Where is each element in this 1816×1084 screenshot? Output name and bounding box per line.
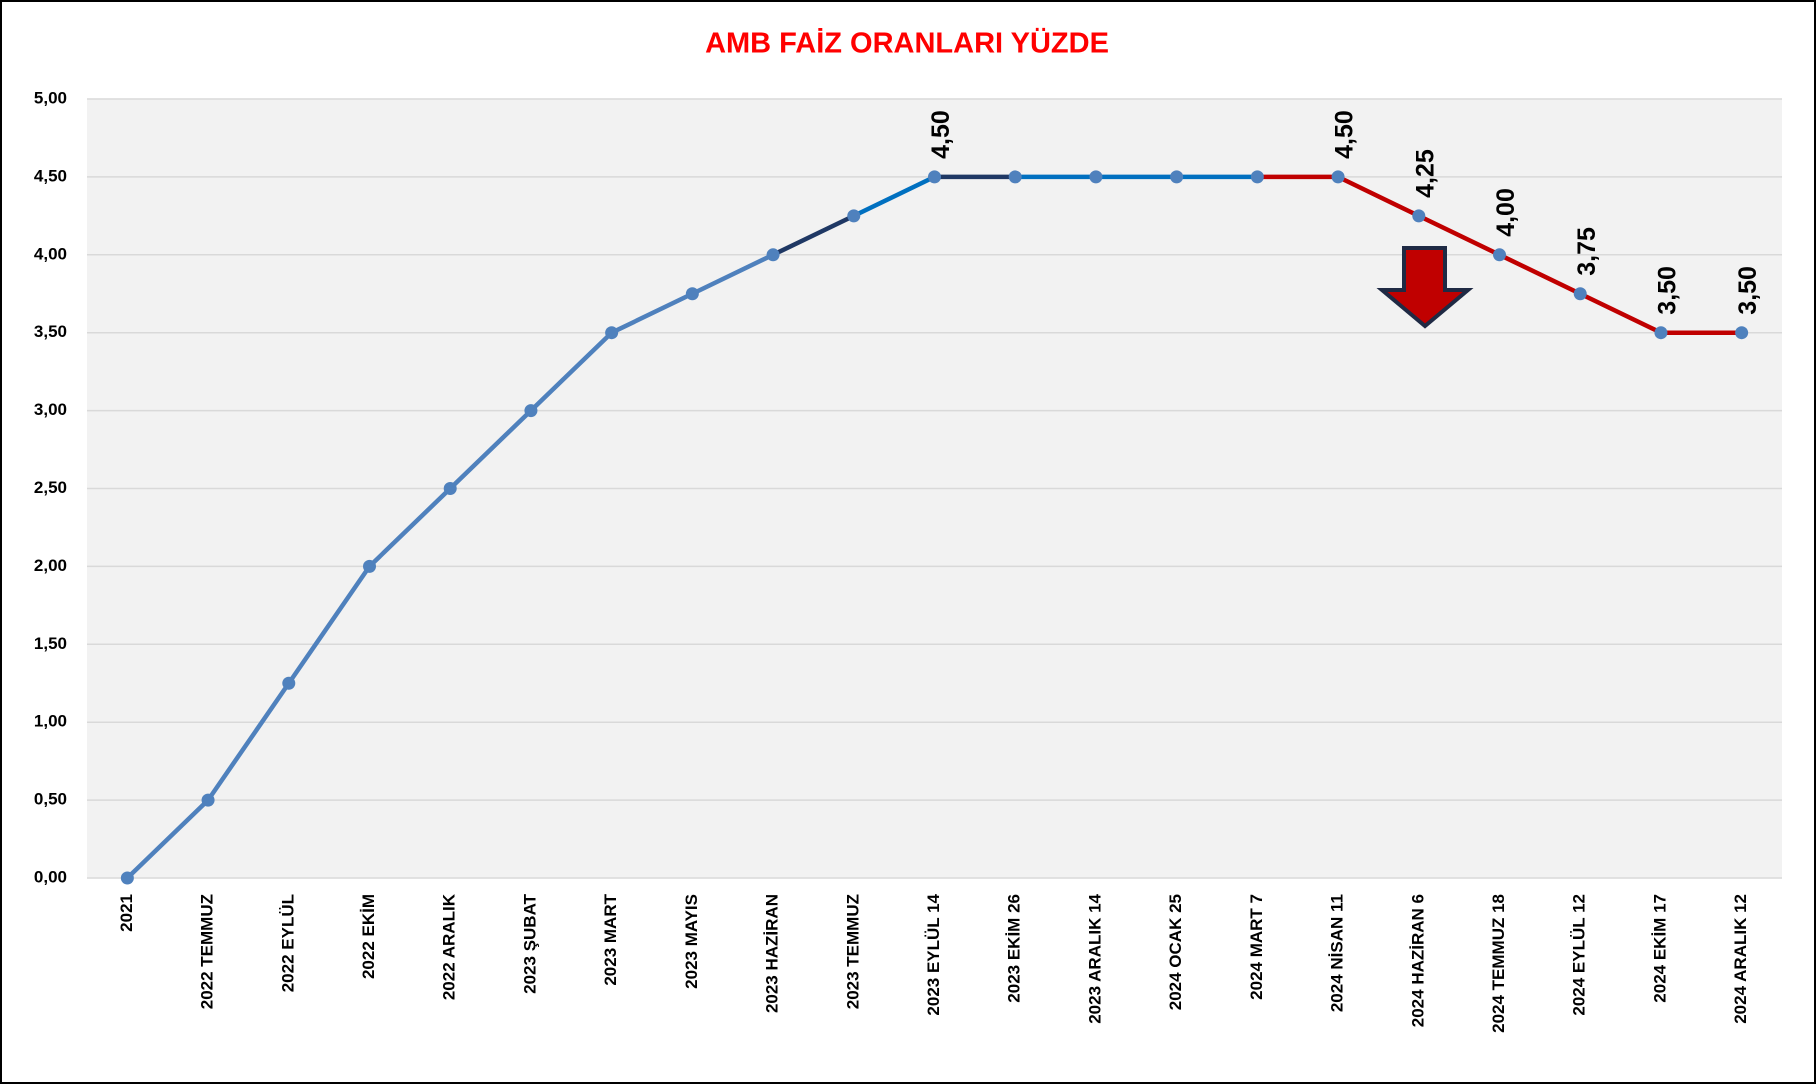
data-point <box>1008 170 1022 184</box>
x-tick-label: 2024 EKİM 17 <box>1650 894 1669 1003</box>
x-tick-label: 2024 NİSAN 11 <box>1328 894 1347 1012</box>
x-tick-label: 2024 MART 7 <box>1247 894 1266 1000</box>
data-point <box>120 871 134 885</box>
data-point <box>605 326 619 340</box>
y-tick-label: 0,50 <box>34 790 67 809</box>
data-point <box>1412 209 1426 223</box>
data-point <box>201 793 215 807</box>
y-tick-label: 3,00 <box>34 400 67 419</box>
x-tick-label: 2022 EKİM <box>359 894 378 979</box>
line-segment <box>690 252 776 296</box>
data-point <box>1170 170 1184 184</box>
x-tick-label: 2022 TEMMUZ <box>198 894 217 1009</box>
line-segment <box>1577 291 1664 335</box>
line-segment <box>1497 252 1583 296</box>
data-point <box>685 287 699 301</box>
data-point <box>1573 287 1587 301</box>
data-label: 4,50 <box>927 110 955 159</box>
line-segment <box>447 408 534 491</box>
line-segment <box>609 291 695 335</box>
x-tick-label: 2023 HAZİRAN <box>763 894 782 1013</box>
line-segment <box>1335 174 1422 219</box>
line-segment <box>528 330 614 413</box>
data-point <box>847 209 861 223</box>
x-tick-label: 2023 ŞUBAT <box>520 893 539 993</box>
line-segment <box>1416 213 1502 258</box>
data-label: 4,50 <box>1331 110 1359 159</box>
data-point <box>766 248 780 262</box>
data-point <box>1089 170 1103 184</box>
data-label: 3,50 <box>1654 266 1682 315</box>
x-tick-label: 2024 HAZİRAN 6 <box>1408 894 1427 1027</box>
x-tick-label: 2024 OCAK 25 <box>1166 894 1185 1010</box>
x-tick-label: 2023 MART <box>601 893 620 985</box>
line-segment <box>367 486 453 569</box>
y-tick-label: 0,00 <box>34 867 67 886</box>
x-tick-label: 2023 EKİM 26 <box>1005 894 1024 1003</box>
data-point <box>443 482 457 495</box>
arrow-shape <box>1376 246 1474 329</box>
data-point <box>1250 170 1264 184</box>
line-segment <box>851 174 937 219</box>
data-point <box>1493 248 1506 262</box>
data-point <box>524 404 538 418</box>
x-tick-label: 2023 ARALIK 14 <box>1085 893 1104 1023</box>
x-tick-label: 2024 EYLÜL 12 <box>1570 894 1589 1016</box>
x-tick-label: 2022 EYLÜL <box>278 894 297 992</box>
data-label: 3,75 <box>1573 227 1601 276</box>
data-point <box>282 676 296 690</box>
x-tick-label: 2021 <box>117 894 136 932</box>
line-segment <box>205 681 292 803</box>
y-tick-label: 5,00 <box>34 88 67 107</box>
data-label: 3,50 <box>1734 266 1762 315</box>
x-tick-label: 2023 MAYIS <box>682 894 701 989</box>
y-tick-label: 3,50 <box>34 322 67 341</box>
data-point <box>928 170 941 184</box>
x-tick-label: 2024 ARALIK 12 <box>1731 894 1750 1024</box>
y-tick-label: 4,00 <box>34 244 67 263</box>
y-tick-label: 1,00 <box>34 712 67 731</box>
line-segment <box>286 564 372 686</box>
data-label: 4,25 <box>1411 149 1439 198</box>
chart-layer: 0,00 0,50 1,00 1,50 2,00 2,50 3,00 3,50 4,00 4,50… <box>34 88 1782 1033</box>
data-point <box>1654 326 1668 340</box>
x-tick-label: 2024 TEMMUZ 18 <box>1489 894 1508 1033</box>
y-tick-label: 2,00 <box>34 556 67 575</box>
data-label: 4,00 <box>1492 188 1520 237</box>
data-point <box>363 559 376 573</box>
y-tick-label: 4,50 <box>34 166 67 185</box>
x-tick-label: 2022 ARALIK <box>440 893 459 1000</box>
x-tick-label: 2023 TEMMUZ <box>843 894 862 1009</box>
data-point <box>1331 170 1345 184</box>
y-tick-label: 2,50 <box>34 478 67 497</box>
down-arrow <box>1376 246 1474 329</box>
chart-title: AMB FAİZ ORANLARI YÜZDE <box>705 27 1109 60</box>
y-tick-label: 1,50 <box>34 634 67 653</box>
line-segment <box>770 213 857 258</box>
data-point <box>1735 326 1749 340</box>
line-segment <box>125 797 211 881</box>
x-tick-label: 2023 EYLÜL 14 <box>924 893 943 1015</box>
